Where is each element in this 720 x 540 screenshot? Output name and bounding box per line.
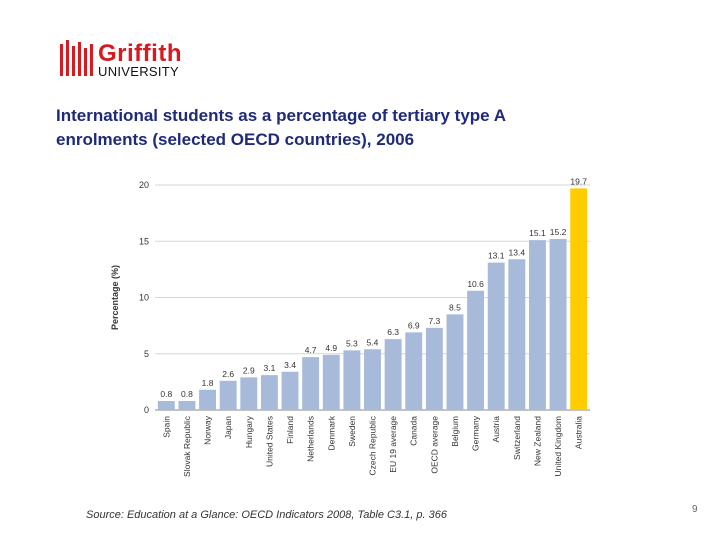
- data-label: 5.4: [367, 337, 379, 347]
- page-number: 9: [692, 504, 698, 515]
- category-label: Austria: [491, 416, 501, 443]
- griffith-logo-mark-icon: [60, 40, 93, 76]
- bar: [446, 314, 464, 410]
- data-label: 7.3: [428, 316, 440, 326]
- category-label: Finland: [285, 416, 295, 444]
- bar: [199, 389, 217, 410]
- data-label: 0.8: [160, 389, 172, 399]
- data-label: 4.9: [325, 343, 337, 353]
- griffith-logo: Griffith UNIVERSITY: [56, 40, 206, 80]
- bar: [467, 290, 485, 410]
- data-label: 15.1: [529, 228, 546, 238]
- data-label: 5.3: [346, 338, 358, 348]
- slide-title: International students as a percentage o…: [56, 104, 656, 152]
- category-label: OECD average: [429, 416, 439, 474]
- bar: [405, 332, 423, 410]
- category-label: Spain: [161, 416, 171, 438]
- y-tick-label: 10: [139, 293, 149, 303]
- bar: [570, 188, 588, 410]
- bar: [322, 354, 340, 410]
- slide-title-line-1: International students as a percentage o…: [56, 106, 506, 125]
- bar: [219, 380, 237, 410]
- bar: [508, 259, 526, 410]
- bar: [487, 262, 505, 410]
- bar-chart: 0 5 10 15 20 Percentage (%) 0.8 Spain 0.8 Slovak …: [110, 176, 590, 477]
- data-label: 13.1: [488, 251, 505, 261]
- data-label: 6.3: [387, 327, 399, 337]
- data-label: 4.7: [305, 345, 317, 355]
- y-tick-label: 15: [139, 236, 149, 246]
- data-label: 1.8: [202, 378, 214, 388]
- bar: [302, 357, 320, 410]
- category-label: United States: [264, 416, 274, 467]
- bar: [549, 239, 567, 410]
- category-label: United Kingdom: [553, 416, 563, 476]
- data-label: 13.4: [509, 247, 526, 257]
- data-label: 3.4: [284, 360, 296, 370]
- category-label: Switzerland: [512, 416, 522, 460]
- bar: [364, 349, 381, 410]
- source-note: Source: Education at a Glance: OECD Indi…: [86, 509, 447, 521]
- category-label: Canada: [409, 416, 419, 446]
- bar: [281, 371, 299, 410]
- data-label: 3.1: [263, 363, 275, 373]
- data-label: 6.9: [408, 320, 420, 330]
- bar: [343, 350, 361, 410]
- slide-title-line-2: enrolments (selected OECD countries), 20…: [56, 130, 415, 149]
- category-label: Sweden: [347, 416, 357, 447]
- y-tick-label: 0: [144, 405, 149, 415]
- data-label: 2.6: [222, 369, 234, 379]
- category-label: Czech Republic: [368, 415, 378, 475]
- y-tick-label: 20: [139, 180, 149, 190]
- bar: [384, 339, 402, 410]
- bar: [425, 327, 443, 410]
- category-label: EU 19 average: [388, 416, 398, 473]
- data-label: 8.5: [449, 302, 461, 312]
- bar: [240, 377, 258, 410]
- bar: [157, 401, 175, 410]
- data-label: 19.7: [570, 176, 587, 186]
- category-label: Japan: [223, 416, 233, 439]
- logo-subtitle: UNIVERSITY: [98, 64, 180, 79]
- logo-name: Griffith: [98, 40, 182, 67]
- category-label: Slovak Republic: [182, 415, 192, 477]
- category-label: Norway: [203, 415, 213, 445]
- y-axis-label: Percentage (%): [110, 265, 120, 330]
- bar: [260, 375, 278, 410]
- category-label: Netherlands: [306, 416, 316, 462]
- category-label: Belgium: [450, 416, 460, 447]
- category-label: Hungary: [244, 415, 254, 448]
- bar: [178, 401, 196, 410]
- data-label: 15.2: [550, 227, 567, 237]
- category-label: Denmark: [326, 415, 336, 450]
- data-label: 0.8: [181, 389, 193, 399]
- data-label: 2.9: [243, 365, 255, 375]
- category-label: Germany: [471, 415, 481, 451]
- bar: [528, 240, 546, 410]
- category-label: Australia: [574, 416, 584, 449]
- data-label: 10.6: [467, 279, 484, 289]
- category-label: New Zealand: [532, 416, 542, 466]
- y-tick-label: 5: [144, 349, 149, 359]
